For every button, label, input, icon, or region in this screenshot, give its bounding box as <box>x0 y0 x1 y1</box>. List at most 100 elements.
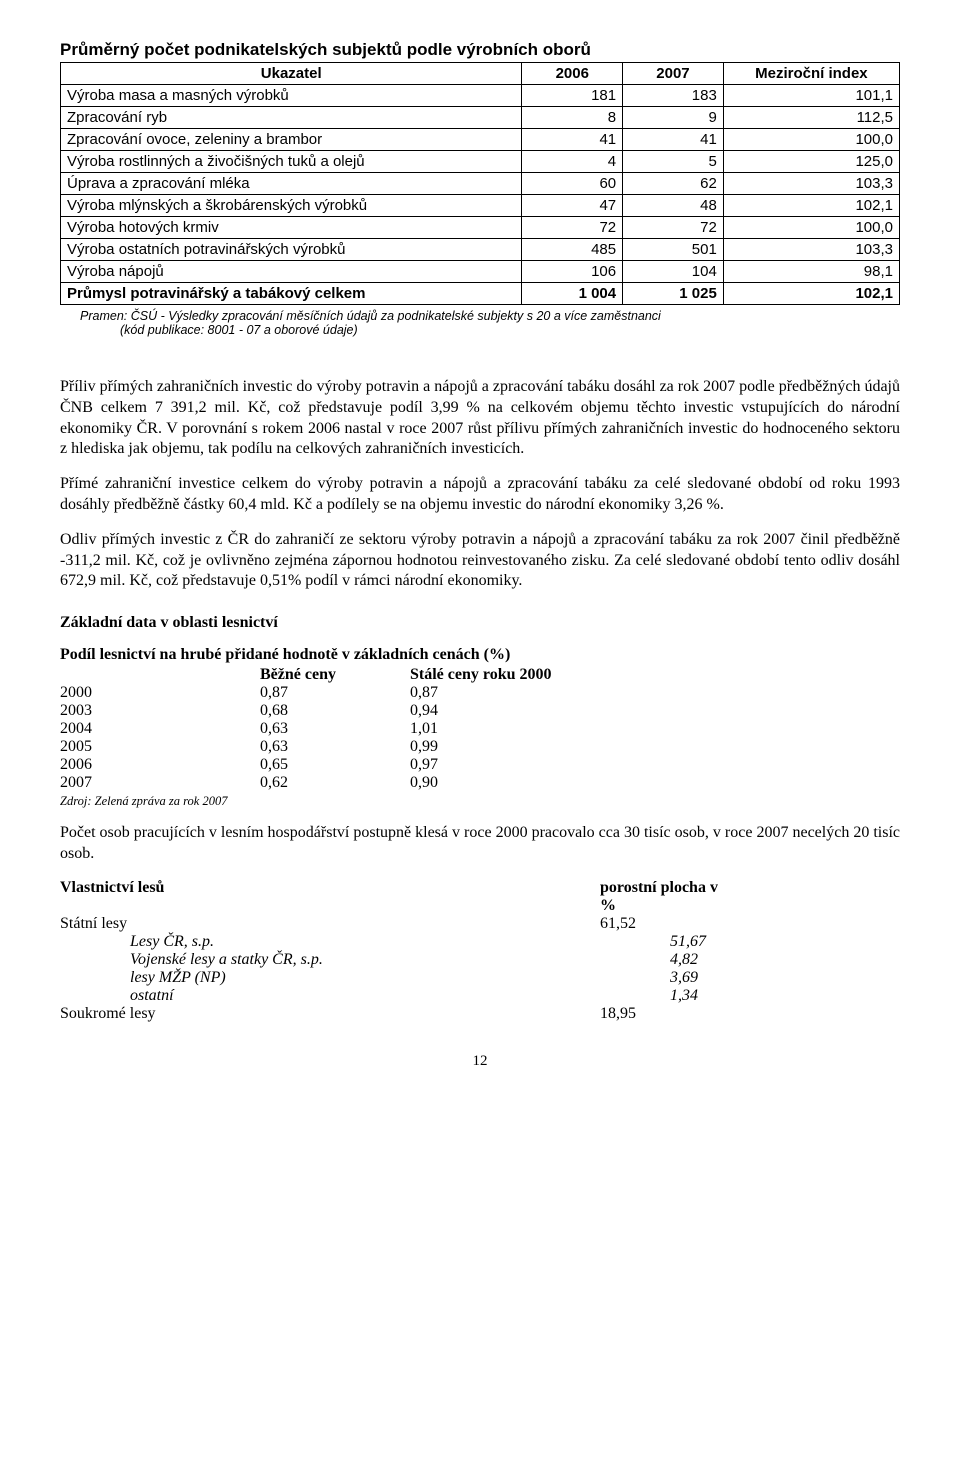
forest-label: ostatní <box>60 987 670 1005</box>
gdp-value: 0,87 <box>410 684 610 702</box>
forest-value: 4,82 <box>670 951 790 969</box>
table-row: Výroba masa a masných výrobků181183101,1 <box>61 85 900 107</box>
cell-value: 4 <box>522 151 623 173</box>
table-row: Výroba ostatních potravinářských výrobků… <box>61 239 900 261</box>
cell-value: 47 <box>522 195 623 217</box>
forest-label: Lesy ČR, s.p. <box>60 933 670 951</box>
gdp-row: 20000,870,87 <box>60 684 900 702</box>
col-header: Meziroční index <box>723 63 899 85</box>
gdp-row: 20070,620,90 <box>60 774 900 792</box>
table-row: Zpracování ovoce, zeleniny a brambor4141… <box>61 129 900 151</box>
cell-value: 1 004 <box>522 283 623 305</box>
gdp-year: 2000 <box>60 684 260 702</box>
cell-value: 103,3 <box>723 173 899 195</box>
section-heading: Základní data v oblasti lesnictví <box>60 614 900 632</box>
forest-value: 61,52 <box>600 915 720 933</box>
cell-value: 102,1 <box>723 195 899 217</box>
forest-label: lesy MŽP (NP) <box>60 969 670 987</box>
gdp-year: 2005 <box>60 738 260 756</box>
cell-value: 100,0 <box>723 217 899 239</box>
data-table: Ukazatel 2006 2007 Meziroční index Výrob… <box>60 62 900 305</box>
col-header: 2006 <box>522 63 623 85</box>
cell-value: 41 <box>623 129 724 151</box>
cell-value: 104 <box>623 261 724 283</box>
gdp-col-header: Běžné ceny <box>260 666 410 684</box>
gdp-year: 2006 <box>60 756 260 774</box>
cell-value: 48 <box>623 195 724 217</box>
cell-label: Výroba nápojů <box>61 261 522 283</box>
gdp-value: 0,63 <box>260 738 410 756</box>
gdp-row: 20050,630,99 <box>60 738 900 756</box>
cell-value: 100,0 <box>723 129 899 151</box>
cell-value: 98,1 <box>723 261 899 283</box>
gdp-value: 0,68 <box>260 702 410 720</box>
gdp-value: 0,90 <box>410 774 610 792</box>
table-row: Výroba hotových krmiv7272100,0 <box>61 217 900 239</box>
cell-value: 125,0 <box>723 151 899 173</box>
table-row: Výroba rostlinných a živočišných tuků a … <box>61 151 900 173</box>
cell-value: 62 <box>623 173 724 195</box>
spacer <box>60 666 260 684</box>
gdp-value: 0,65 <box>260 756 410 774</box>
gdp-row: 20060,650,97 <box>60 756 900 774</box>
cell-value: 9 <box>623 107 724 129</box>
gdp-value: 1,01 <box>410 720 610 738</box>
table-source: Pramen: ČSÚ - Výsledky zpracování měsíčn… <box>80 309 900 337</box>
cell-label: Výroba masa a masných výrobků <box>61 85 522 107</box>
cell-value: 72 <box>623 217 724 239</box>
table-row: Výroba mlýnských a škrobárenských výrobk… <box>61 195 900 217</box>
forest-label: Soukromé lesy <box>60 1005 600 1023</box>
gdp-value: 0,62 <box>260 774 410 792</box>
table-row: Úprava a zpracování mléka6062103,3 <box>61 173 900 195</box>
table-row: Zpracování ryb89112,5 <box>61 107 900 129</box>
cell-value: 8 <box>522 107 623 129</box>
forest-value: 51,67 <box>670 933 790 951</box>
table-row: Výroba nápojů10610498,1 <box>61 261 900 283</box>
source-line: Pramen: ČSÚ - Výsledky zpracování měsíčn… <box>80 309 900 323</box>
forest-header-label: Vlastnictví lesů <box>60 879 600 915</box>
cell-label: Průmysl potravinářský a tabákový celkem <box>61 283 522 305</box>
forest-row: ostatní1,34 <box>60 987 900 1005</box>
col-header: 2007 <box>623 63 724 85</box>
gdp-value: 0,87 <box>260 684 410 702</box>
gdp-value: 0,97 <box>410 756 610 774</box>
cell-value: 106 <box>522 261 623 283</box>
forest-row: Lesy ČR, s.p.51,67 <box>60 933 900 951</box>
forest-row: Soukromé lesy18,95 <box>60 1005 900 1023</box>
cell-value: 183 <box>623 85 724 107</box>
forest-row: Vojenské lesy a statky ČR, s.p.4,82 <box>60 951 900 969</box>
forest-row: lesy MŽP (NP)3,69 <box>60 969 900 987</box>
cell-label: Výroba rostlinných a živočišných tuků a … <box>61 151 522 173</box>
paragraph: Příliv přímých zahraničních investic do … <box>60 377 900 460</box>
cell-value: 72 <box>522 217 623 239</box>
gdp-value: 0,99 <box>410 738 610 756</box>
gdp-row: 20030,680,94 <box>60 702 900 720</box>
cell-value: 5 <box>623 151 724 173</box>
forest-value: 3,69 <box>670 969 790 987</box>
cell-value: 485 <box>522 239 623 261</box>
source-line: (kód publikace: 8001 - 07 a oborové údaj… <box>120 323 900 337</box>
cell-value: 181 <box>522 85 623 107</box>
gdp-header-row: Běžné ceny Stálé ceny roku 2000 <box>60 666 900 684</box>
page-number: 12 <box>60 1053 900 1070</box>
cell-value: 1 025 <box>623 283 724 305</box>
forest-header-value: porostní plocha v % <box>600 879 720 915</box>
cell-value: 41 <box>522 129 623 151</box>
forest-label: Vojenské lesy a statky ČR, s.p. <box>60 951 670 969</box>
gdp-year: 2004 <box>60 720 260 738</box>
gdp-title: Podíl lesnictví na hrubé přidané hodnotě… <box>60 646 900 664</box>
cell-label: Výroba mlýnských a škrobárenských výrobk… <box>61 195 522 217</box>
cell-value: 102,1 <box>723 283 899 305</box>
cell-value: 60 <box>522 173 623 195</box>
gdp-value: 0,63 <box>260 720 410 738</box>
table-header-row: Ukazatel 2006 2007 Meziroční index <box>61 63 900 85</box>
forest-label: Státní lesy <box>60 915 600 933</box>
cell-label: Zpracování ryb <box>61 107 522 129</box>
forest-value: 1,34 <box>670 987 790 1005</box>
gdp-col-header: Stálé ceny roku 2000 <box>410 666 610 684</box>
gdp-year: 2007 <box>60 774 260 792</box>
forest-header: Vlastnictví lesů porostní plocha v % <box>60 879 900 915</box>
paragraph: Přímé zahraniční investice celkem do výr… <box>60 474 900 516</box>
table-total-row: Průmysl potravinářský a tabákový celkem1… <box>61 283 900 305</box>
forest-row: Státní lesy61,52 <box>60 915 900 933</box>
